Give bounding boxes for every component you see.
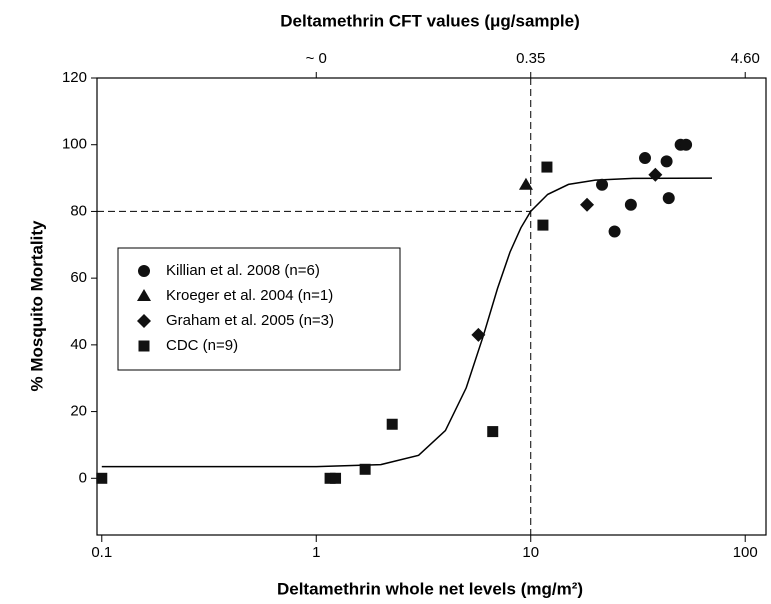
plot-frame [96,77,767,536]
top-x-tick-label: 4.60 [731,50,760,67]
legend-marker [137,314,151,328]
top-x-tick-label: 0.35 [516,50,545,67]
legend-label: Graham et al. 2005 (n=3) [166,312,334,329]
point [541,161,553,173]
y-tick-label: 80 [70,202,87,219]
y-tick-label: 40 [70,336,87,353]
point [680,138,693,151]
legend-label: Killian et al. 2008 (n=6) [166,262,320,279]
point [96,472,108,484]
x-tick-label: 10 [522,544,539,561]
x-tick-label: 100 [733,544,758,561]
x-tick-label: 1 [312,544,320,561]
y-tick-label: 120 [62,69,87,86]
legend-box [117,247,401,371]
top-axis-title: Deltamethrin CFT values (μg/sample) [280,11,579,30]
point [330,472,342,484]
y-tick-label: 0 [79,469,87,486]
x-axis-title: Deltamethrin whole net levels (mg/m²) [277,579,583,598]
point [624,198,637,211]
legend-marker [137,289,151,301]
legend-marker [138,265,150,277]
point [648,167,663,182]
fit-curve [101,177,713,468]
legend-label: CDC (n=9) [166,337,238,354]
point [471,327,486,342]
y-tick-label: 100 [62,136,87,153]
y-axis-title: % Mosquito Mortality [27,220,46,391]
point [537,219,549,231]
point [639,152,652,165]
point [596,178,609,191]
x-tick-label: 0.1 [91,544,112,561]
y-tick-label: 60 [70,269,87,286]
legend-marker [138,340,150,352]
point [487,426,499,438]
top-x-tick-label: ~ 0 [306,50,327,67]
point [660,155,673,168]
point [386,418,398,430]
y-tick-label: 20 [70,403,87,420]
point [359,463,371,475]
point [580,197,595,212]
point [518,177,533,190]
point [608,225,621,238]
legend-label: Kroeger et al. 2004 (n=1) [166,287,333,304]
point [662,192,675,205]
